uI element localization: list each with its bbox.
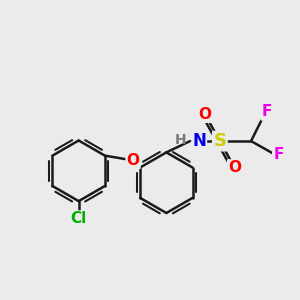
Text: F: F [262, 104, 272, 119]
Text: N: N [193, 132, 206, 150]
Text: Cl: Cl [70, 212, 87, 226]
Text: O: O [127, 153, 140, 168]
Text: H: H [175, 133, 186, 147]
Text: F: F [273, 147, 284, 162]
Text: O: O [228, 160, 241, 175]
Text: O: O [199, 107, 212, 122]
Text: S: S [213, 132, 226, 150]
